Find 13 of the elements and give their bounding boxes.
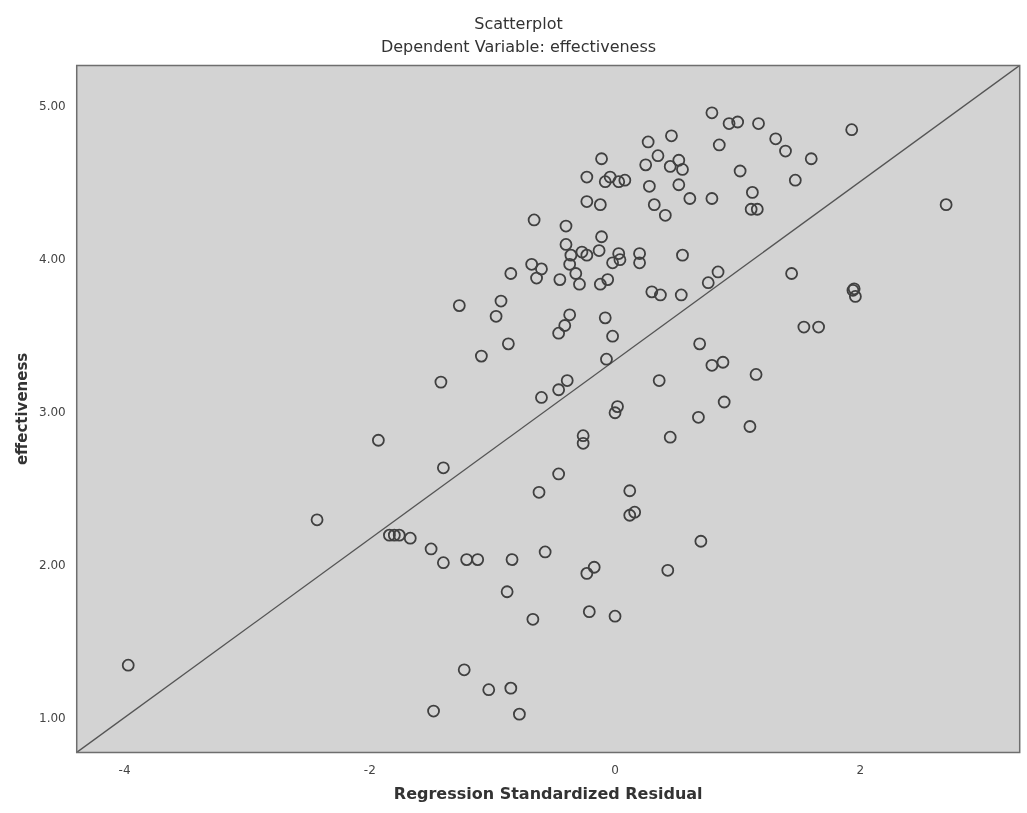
y-tick-label: 4.00 xyxy=(39,251,66,266)
chart-title: Scatterplot xyxy=(474,13,563,33)
y-tick-label: 5.00 xyxy=(39,98,66,113)
y-axis-title: effectiveness xyxy=(12,352,31,466)
chart-subtitle: Dependent Variable: effectiveness xyxy=(380,36,657,56)
x-tick-label: 2 xyxy=(856,762,865,777)
y-tick-label: 1.00 xyxy=(39,710,66,725)
y-tick-label: 2.00 xyxy=(39,557,66,572)
y-tick-label: 3.00 xyxy=(39,404,66,419)
x-axis-title: Regression Standardized Residual xyxy=(393,783,703,803)
x-tick-label: -2 xyxy=(363,762,376,777)
x-tick-label: -4 xyxy=(118,762,131,777)
x-tick-label: 0 xyxy=(611,762,619,777)
